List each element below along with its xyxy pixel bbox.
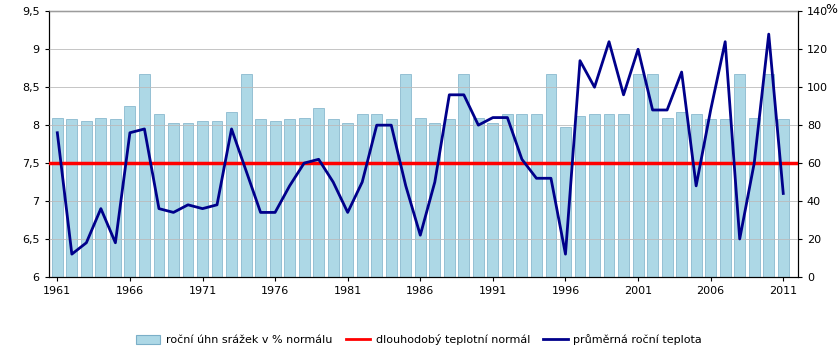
- Bar: [270, 121, 281, 277]
- Bar: [706, 120, 716, 277]
- Bar: [313, 108, 324, 277]
- Bar: [429, 123, 440, 277]
- Bar: [298, 118, 309, 277]
- Bar: [357, 114, 368, 277]
- Bar: [241, 74, 251, 277]
- Bar: [168, 123, 178, 277]
- Bar: [255, 120, 266, 277]
- Bar: [226, 112, 237, 277]
- Bar: [371, 114, 382, 277]
- Bar: [401, 74, 411, 277]
- Bar: [691, 114, 701, 277]
- Bar: [125, 106, 136, 277]
- Bar: [66, 120, 77, 277]
- Bar: [110, 120, 121, 277]
- Bar: [502, 114, 513, 277]
- Bar: [197, 121, 208, 277]
- Bar: [560, 127, 571, 277]
- Bar: [415, 118, 426, 277]
- Bar: [676, 112, 687, 277]
- Bar: [385, 120, 396, 277]
- Bar: [647, 74, 658, 277]
- Bar: [575, 116, 586, 277]
- Bar: [153, 114, 164, 277]
- Bar: [662, 118, 673, 277]
- Bar: [763, 74, 774, 277]
- Bar: [516, 114, 527, 277]
- Bar: [603, 114, 614, 277]
- Bar: [618, 114, 629, 277]
- Bar: [444, 120, 455, 277]
- Legend: roční úhn srážek v % normálu, dlouhodobý teplotní normál, průměrná roční teplota: roční úhn srážek v % normálu, dlouhodobý…: [132, 329, 706, 349]
- Bar: [488, 123, 499, 277]
- Bar: [546, 74, 556, 277]
- Bar: [633, 74, 644, 277]
- Bar: [96, 118, 106, 277]
- Bar: [458, 74, 469, 277]
- Bar: [734, 74, 745, 277]
- Bar: [589, 114, 600, 277]
- Bar: [749, 118, 760, 277]
- Bar: [720, 120, 731, 277]
- Bar: [473, 118, 484, 277]
- Bar: [139, 74, 150, 277]
- Bar: [284, 120, 295, 277]
- Y-axis label: %: %: [825, 4, 837, 16]
- Y-axis label: °C: °C: [20, 0, 35, 4]
- Bar: [342, 123, 353, 277]
- Bar: [531, 114, 542, 277]
- Bar: [81, 121, 92, 277]
- Bar: [183, 123, 194, 277]
- Bar: [328, 120, 339, 277]
- Bar: [211, 121, 222, 277]
- Bar: [778, 120, 789, 277]
- Bar: [52, 118, 63, 277]
